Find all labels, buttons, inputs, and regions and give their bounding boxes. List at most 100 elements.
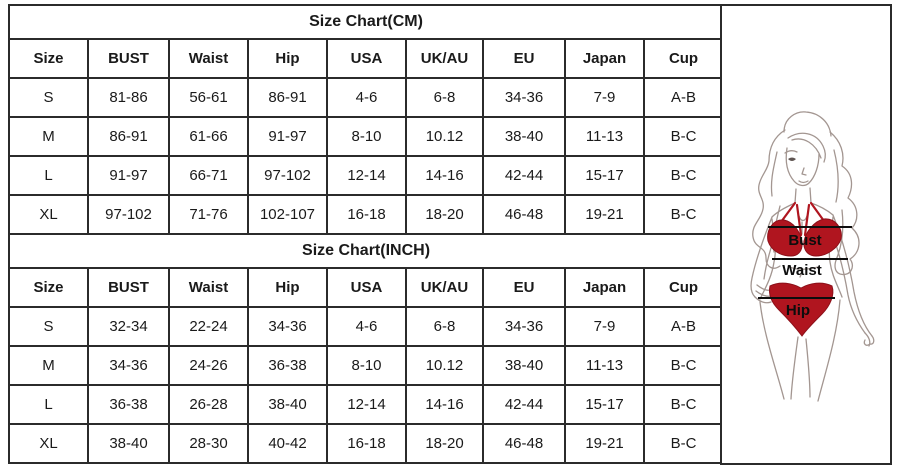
cell-ukau: 18-20 xyxy=(405,423,484,464)
cell-ukau: 6-8 xyxy=(405,306,484,347)
cell-hip: 38-40 xyxy=(247,384,328,425)
col-header-cup: Cup xyxy=(642,267,725,308)
cell-hip: 34-36 xyxy=(247,306,328,347)
cell-japan: 15-17 xyxy=(564,155,645,196)
col-header-eu: EU xyxy=(482,267,566,308)
cell-eu: 38-40 xyxy=(482,345,566,386)
cell-ukau: 14-16 xyxy=(405,155,484,196)
cell-usa: 4-6 xyxy=(326,306,407,347)
cell-waist: 22-24 xyxy=(168,306,249,347)
cell-eu: 38-40 xyxy=(482,116,566,157)
cell-cup: B-C xyxy=(642,384,725,425)
cell-ukau: 6-8 xyxy=(405,77,484,118)
measurement-figure-illustration: Bust Waist Hip xyxy=(750,111,875,402)
cell-hip: 86-91 xyxy=(247,77,328,118)
cell-cup: B-C xyxy=(642,345,725,386)
table-row: XL 97-102 71-76 102-107 16-18 18-20 46-4… xyxy=(8,194,725,235)
cell-usa: 8-10 xyxy=(326,116,407,157)
cell-bust: 36-38 xyxy=(87,384,170,425)
cell-bust: 91-97 xyxy=(87,155,170,196)
face-outline xyxy=(785,147,820,187)
cell-ukau: 10.12 xyxy=(405,116,484,157)
table-row: M 86-91 61-66 91-97 8-10 10.12 38-40 11-… xyxy=(8,116,725,157)
cell-waist: 61-66 xyxy=(168,116,249,157)
cell-eu: 42-44 xyxy=(482,384,566,425)
cm-section-rows: S 81-86 56-61 86-91 4-6 6-8 34-36 7-9 A-… xyxy=(8,77,725,235)
table-row: L 91-97 66-71 97-102 12-14 14-16 42-44 1… xyxy=(8,155,725,196)
cell-eu: 42-44 xyxy=(482,155,566,196)
col-header-ukau: UK/AU xyxy=(405,38,484,79)
cell-size: M xyxy=(8,345,89,386)
cell-eu: 34-36 xyxy=(482,306,566,347)
cell-usa: 16-18 xyxy=(326,194,407,235)
cell-bust: 97-102 xyxy=(87,194,170,235)
cell-japan: 11-13 xyxy=(564,116,645,157)
inch-chart-title: Size Chart(INCH) xyxy=(7,233,725,269)
col-header-size: Size xyxy=(8,38,89,79)
cm-header-row: Size BUST Waist Hip USA UK/AU EU Japan C… xyxy=(8,38,725,79)
cm-section-head: Size Chart(CM) Size BUST Waist Hip USA U… xyxy=(7,4,725,79)
cell-cup: B-C xyxy=(642,423,725,464)
table-row: L 36-38 26-28 38-40 12-14 14-16 42-44 15… xyxy=(8,384,725,425)
cell-eu: 46-48 xyxy=(482,194,566,235)
cell-japan: 15-17 xyxy=(564,384,645,425)
size-chart-table: Size Chart(CM) Size BUST Waist Hip USA U… xyxy=(7,4,725,464)
cm-title-row: Size Chart(CM) xyxy=(7,4,725,40)
col-header-japan: Japan xyxy=(564,267,645,308)
cell-waist: 56-61 xyxy=(168,77,249,118)
col-header-usa: USA xyxy=(326,38,407,79)
waist-label: Waist xyxy=(782,262,821,279)
cell-japan: 19-21 xyxy=(564,194,645,235)
bikini-top-right-cup xyxy=(803,218,842,257)
measurement-figure-panel: Bust Waist Hip xyxy=(720,4,892,465)
cell-hip: 91-97 xyxy=(247,116,328,157)
table-row: XL 38-40 28-30 40-42 16-18 18-20 46-48 1… xyxy=(8,423,725,464)
col-header-bust: BUST xyxy=(87,38,170,79)
cell-cup: A-B xyxy=(642,306,725,347)
cell-japan: 7-9 xyxy=(564,306,645,347)
cell-bust: 38-40 xyxy=(87,423,170,464)
col-header-hip: Hip xyxy=(247,267,328,308)
cell-ukau: 10.12 xyxy=(405,345,484,386)
col-header-cup: Cup xyxy=(642,38,725,79)
cell-usa: 4-6 xyxy=(326,77,407,118)
cell-waist: 66-71 xyxy=(168,155,249,196)
inch-section-rows: S 32-34 22-24 34-36 4-6 6-8 34-36 7-9 A-… xyxy=(8,306,725,464)
cell-usa: 12-14 xyxy=(326,384,407,425)
cell-ukau: 14-16 xyxy=(405,384,484,425)
cell-bust: 32-34 xyxy=(87,306,170,347)
cell-waist: 28-30 xyxy=(168,423,249,464)
table-row: S 81-86 56-61 86-91 4-6 6-8 34-36 7-9 A-… xyxy=(8,77,725,118)
hair-outline xyxy=(783,111,832,137)
col-header-bust: BUST xyxy=(87,267,170,308)
cell-size: L xyxy=(8,155,89,196)
inch-section-head: Size Chart(INCH) Size BUST Waist Hip USA… xyxy=(7,233,725,308)
cell-waist: 71-76 xyxy=(168,194,249,235)
cell-size: L xyxy=(8,384,89,425)
table-row: S 32-34 22-24 34-36 4-6 6-8 34-36 7-9 A-… xyxy=(8,306,725,347)
cell-size: S xyxy=(8,306,89,347)
col-header-ukau: UK/AU xyxy=(405,267,484,308)
swimsuit-straps xyxy=(779,201,826,237)
inch-header-row: Size BUST Waist Hip USA UK/AU EU Japan C… xyxy=(8,267,725,308)
cell-hip: 36-38 xyxy=(247,345,328,386)
cell-size: XL xyxy=(8,194,89,235)
cell-cup: A-B xyxy=(642,77,725,118)
cell-usa: 16-18 xyxy=(326,423,407,464)
cell-eu: 46-48 xyxy=(482,423,566,464)
col-header-waist: Waist xyxy=(168,267,249,308)
cell-cup: B-C xyxy=(642,194,725,235)
right-hand xyxy=(863,332,875,347)
col-header-eu: EU xyxy=(482,38,566,79)
cell-usa: 8-10 xyxy=(326,345,407,386)
cell-cup: B-C xyxy=(642,116,725,157)
hip-label: Hip xyxy=(786,302,810,319)
cell-size: M xyxy=(8,116,89,157)
cell-waist: 26-28 xyxy=(168,384,249,425)
cell-bust: 81-86 xyxy=(87,77,170,118)
cell-waist: 24-26 xyxy=(168,345,249,386)
col-header-japan: Japan xyxy=(564,38,645,79)
col-header-hip: Hip xyxy=(247,38,328,79)
cell-hip: 97-102 xyxy=(247,155,328,196)
